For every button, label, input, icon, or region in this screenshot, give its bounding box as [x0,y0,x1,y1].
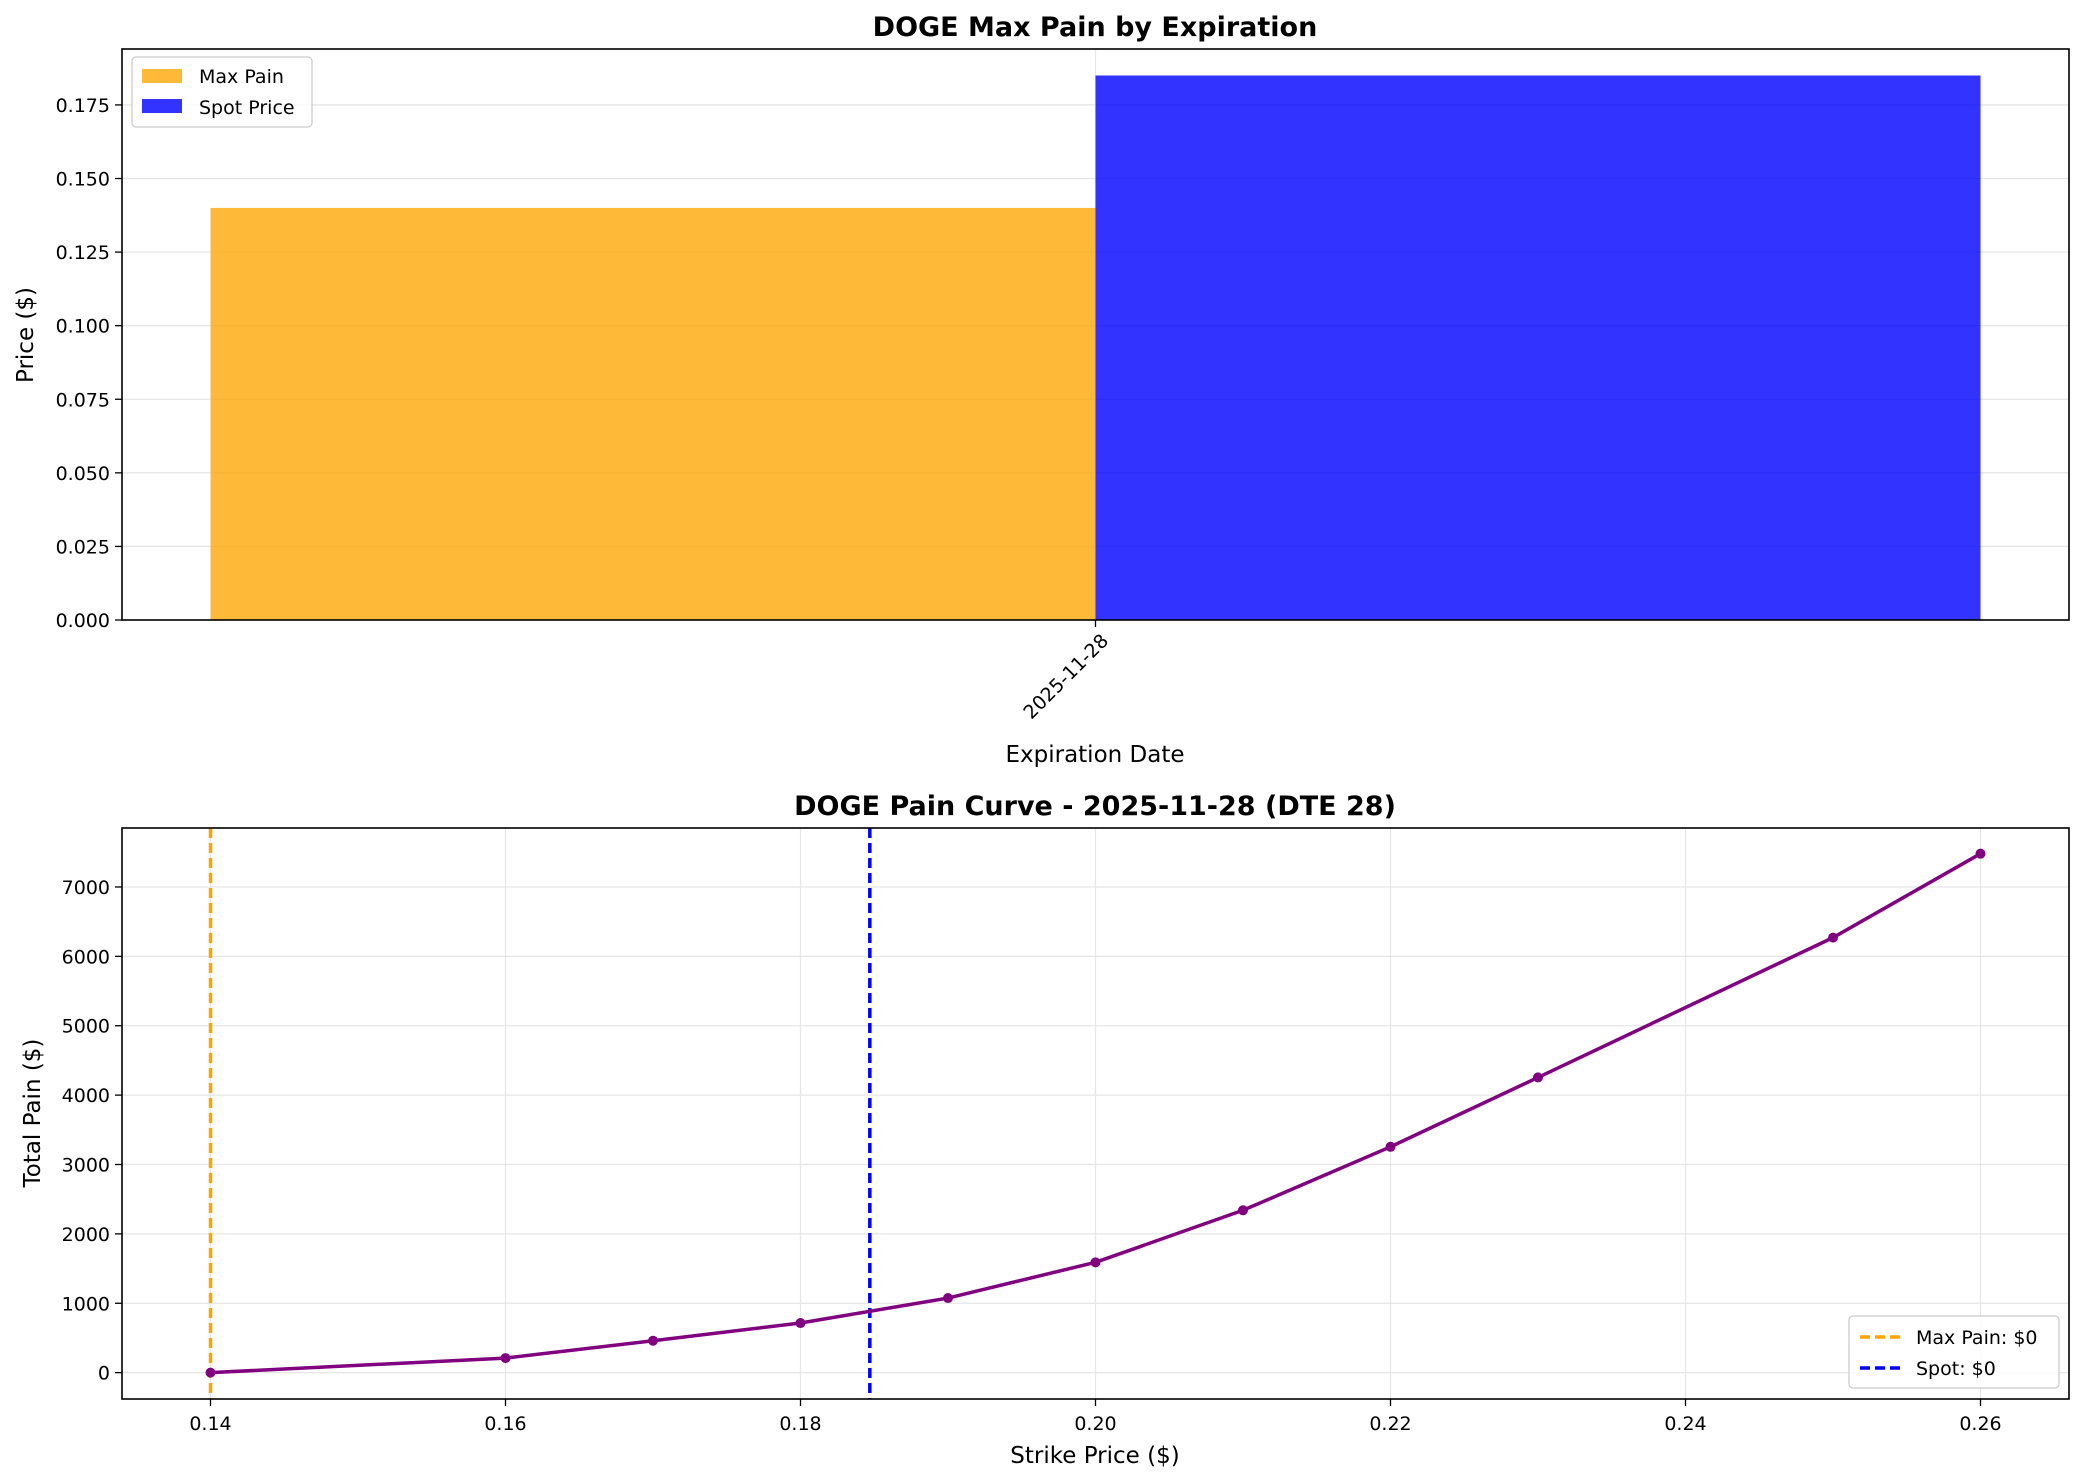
x-tick-label: 0.18 [779,1413,821,1435]
y-tick-label: 4000 [62,1085,110,1107]
x-tick-label: 0.16 [484,1413,526,1435]
pain-curve-point [205,1367,216,1378]
line-chart-x-ticks: 0.14 0.16 0.18 0.20 0.22 0.24 0.26 [189,1399,2002,1435]
pain-curve-point [1090,1257,1101,1268]
line-chart-y-ticks: 0 1000 2000 3000 4000 5000 6000 7000 [62,877,122,1385]
y-tick-label: 0.150 [56,169,110,191]
y-tick-label: 0.125 [56,242,110,264]
legend-box [1848,1315,2060,1389]
bar-chart-legend: Max Pain Spot Price [131,56,313,128]
x-tick-label: 0.14 [189,1413,231,1435]
line-chart-reference-lines [208,828,872,1399]
pain-curve-point [795,1318,806,1329]
legend-label-spot: Spot: $0 [1916,1358,1996,1380]
x-tick-label: 0.24 [1664,1413,1706,1435]
x-tick-label: 0.20 [1074,1413,1116,1435]
x-tick-label: 0.22 [1369,1413,1411,1435]
bar-chart-x-axis-label: Expiration Date [1005,742,1184,768]
bar-chart-y-ticks: 0.000 0.025 0.050 0.075 0.100 0.125 0.150 0.175 [56,95,122,632]
pain-curve-point [943,1293,953,1304]
bar-max-pain [210,207,1096,620]
y-tick-label: 5000 [62,1016,110,1038]
y-tick-label: 3000 [62,1154,110,1176]
y-tick-label: 0.075 [56,389,110,411]
legend-swatch-spot-price [142,99,182,113]
pain-curve-point [500,1353,511,1364]
line-chart-y-axis-label: Total Pain ($) [20,1039,46,1189]
line-chart-legend: Max Pain: $0 Spot: $0 [1848,1315,2060,1389]
y-tick-label: 7000 [62,877,110,899]
y-tick-label: 0.050 [56,463,110,485]
y-tick-label: 0.025 [56,536,110,558]
y-tick-label: 6000 [62,946,110,968]
y-tick-label: 0 [98,1363,110,1385]
y-tick-label: 0.100 [56,316,110,338]
pain-curve-point [648,1335,658,1346]
y-tick-label: 1000 [62,1293,110,1315]
bar-chart-max-pain: DOGE Max Pain by Expiration 0.0000.0250.… [13,12,2070,768]
pain-curve-point [1238,1205,1248,1216]
line-chart-x-axis-label: Strike Price ($) [1010,1443,1179,1469]
x-tick-label: 2025-11-28 [1019,630,1113,724]
y-tick-label: 2000 [62,1224,110,1246]
legend-swatch-max-pain [142,69,182,83]
pain-curve-point [1533,1072,1543,1083]
line-chart-grid [122,828,2069,1399]
bar-chart-bars [210,75,1981,621]
legend-label-spot-price: Spot Price [199,97,295,119]
x-tick-label: 0.26 [1959,1413,2001,1435]
y-tick-label: 0.000 [56,610,110,632]
bar-chart-x-ticks: 2025-11-28 [1019,620,1113,724]
legend-label-max-pain: Max Pain: $0 [1916,1327,2038,1349]
pain-curve-point [1385,1141,1396,1152]
line-chart-series [205,848,1986,1378]
line-chart-pain-curve: DOGE Pain Curve - 2025-11-28 (DTE 28) 0 1… [20,791,2070,1469]
legend-label-max-pain: Max Pain [199,66,284,88]
y-tick-label: 0.175 [56,95,110,117]
bar-spot-price [1095,75,1981,621]
line-chart-title: DOGE Pain Curve - 2025-11-28 (DTE 28) [794,791,1396,822]
bar-chart-title: DOGE Max Pain by Expiration [873,12,1318,43]
pain-curve-point [1975,848,1986,859]
pain-curve-point [1828,932,1838,943]
bar-chart-y-axis-label: Price ($) [13,287,39,383]
